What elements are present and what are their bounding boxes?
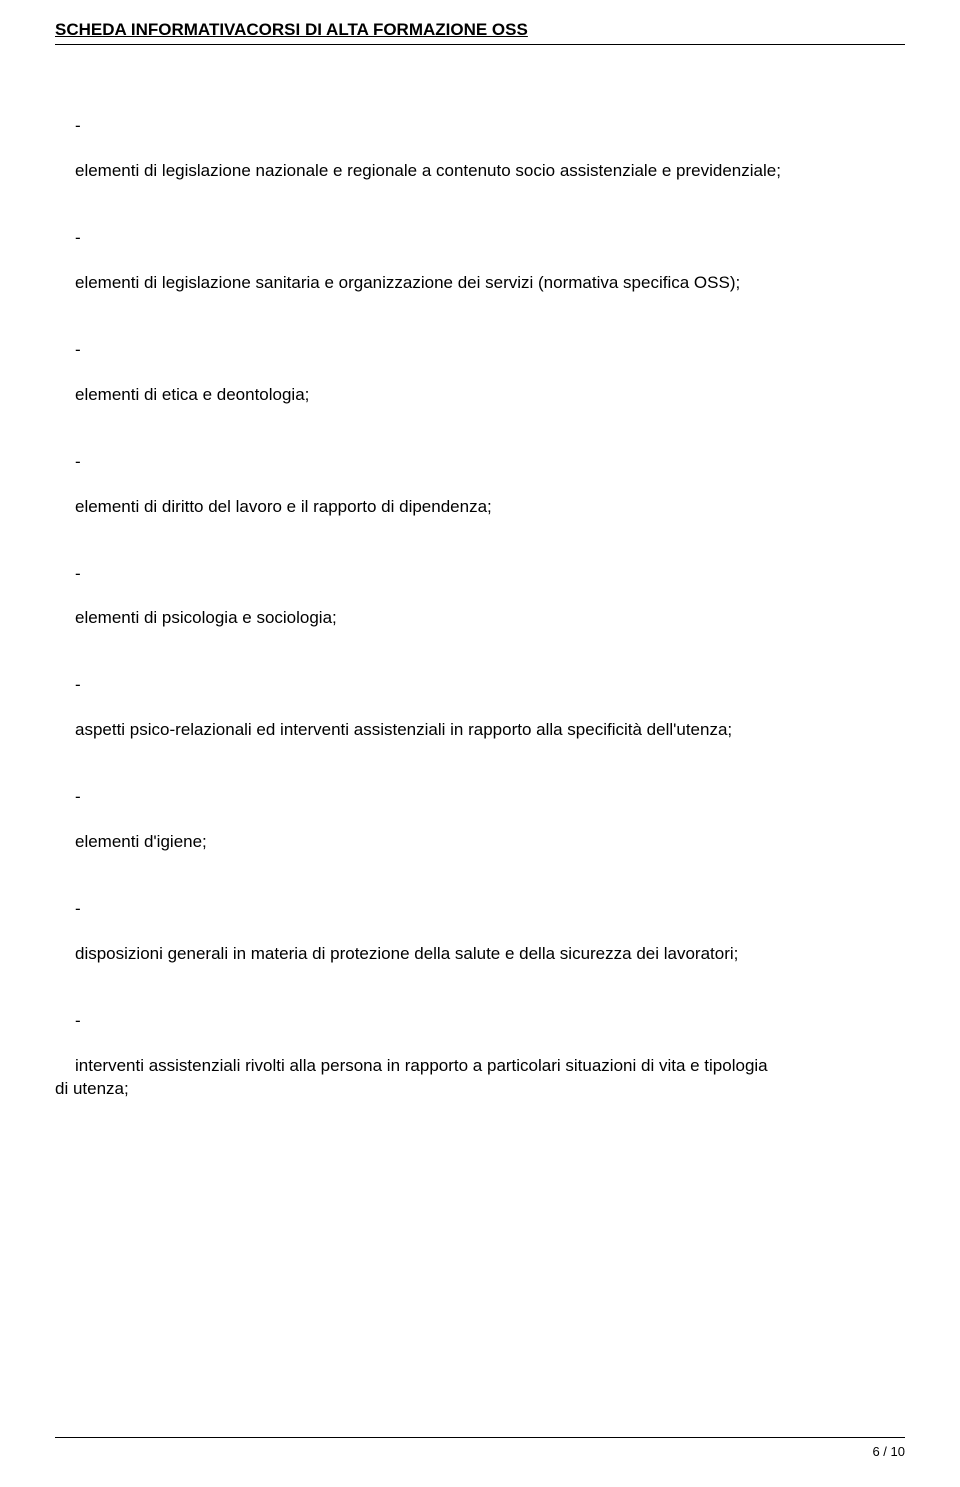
list-item: elementi d'igiene; xyxy=(75,831,905,854)
page-container: SCHEDA INFORMATIVACORSI DI ALTA FORMAZIO… xyxy=(0,0,960,1101)
list-bullet: - xyxy=(75,563,905,586)
list-bullet: - xyxy=(75,898,905,921)
list-item: disposizioni generali in materia di prot… xyxy=(75,943,905,966)
document-content: - elementi di legislazione nazionale e r… xyxy=(55,115,905,1101)
footer-rule xyxy=(55,1437,905,1438)
list-bullet: - xyxy=(75,674,905,697)
list-bullet: - xyxy=(75,115,905,138)
list-item: elementi di legislazione nazionale e reg… xyxy=(75,160,905,183)
list-item: elementi di psicologia e sociologia; xyxy=(75,607,905,630)
document-header-title: SCHEDA INFORMATIVACORSI DI ALTA FORMAZIO… xyxy=(55,20,905,40)
page-number: 6 / 10 xyxy=(55,1444,905,1459)
list-item: elementi di legislazione sanitaria e org… xyxy=(75,272,905,295)
list-item: aspetti psico-relazionali ed interventi … xyxy=(75,719,905,742)
list-bullet: - xyxy=(75,227,905,250)
list-bullet: - xyxy=(75,339,905,362)
header-rule xyxy=(55,44,905,45)
list-item: interventi assistenziali rivolti alla pe… xyxy=(55,1055,905,1101)
page-footer: 6 / 10 xyxy=(55,1437,905,1459)
list-bullet: - xyxy=(75,451,905,474)
list-item: elementi di etica e deontologia; xyxy=(75,384,905,407)
list-bullet: - xyxy=(75,1010,905,1033)
list-item: elementi di diritto del lavoro e il rapp… xyxy=(75,496,905,519)
list-bullet: - xyxy=(75,786,905,809)
